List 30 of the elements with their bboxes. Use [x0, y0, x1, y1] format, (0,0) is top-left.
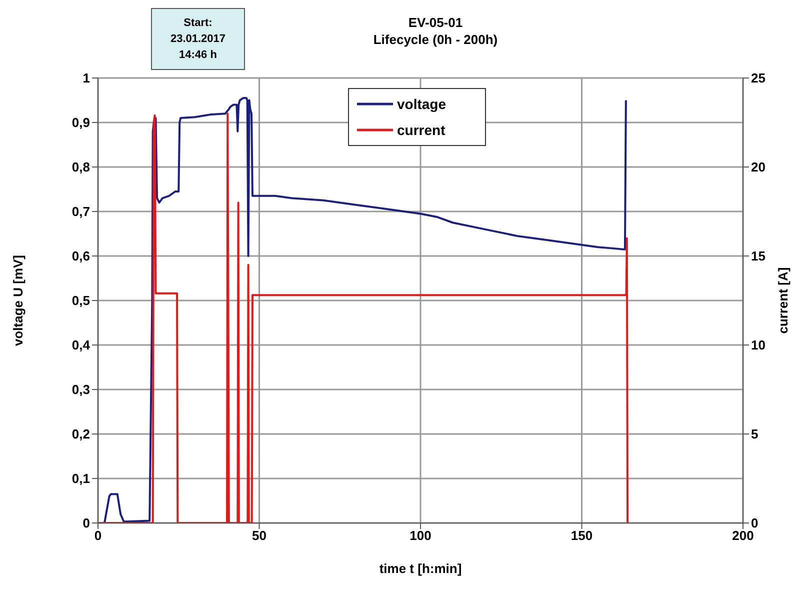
- y2-tick-label: 10: [751, 338, 766, 353]
- y-tick-label: 0,7: [72, 204, 90, 220]
- y2-tick-label: 15: [751, 248, 766, 264]
- y2-axis-title: current [A]: [776, 267, 791, 334]
- y2-tick-label: 5: [751, 426, 758, 442]
- y-tick-label: 0,9: [72, 115, 90, 130]
- chart-title: EV-05-01: [408, 15, 463, 30]
- x-tick-label: 50: [252, 528, 266, 544]
- y-tick-label: 0,1: [72, 471, 90, 486]
- y-tick-label: 0,6: [72, 248, 90, 264]
- legend-label: current: [397, 122, 446, 138]
- x-tick-label: 150: [570, 528, 593, 544]
- x-tick-label: 0: [94, 528, 102, 544]
- y-tick-label: 0: [82, 516, 90, 531]
- legend-label: voltage: [397, 96, 446, 112]
- y2-tick-label: 25: [751, 70, 766, 86]
- y2-tick-label: 0: [751, 516, 758, 531]
- x-tick-label: 200: [732, 528, 754, 544]
- y-tick-label: 0,2: [72, 426, 90, 442]
- y-tick-label: 1: [82, 70, 90, 86]
- chart-subtitle: Lifecycle (0h - 200h): [373, 32, 498, 47]
- y-tick-label: 0,3: [72, 382, 90, 398]
- y-tick-label: 0,8: [72, 160, 90, 175]
- y-tick-label: 0,5: [72, 293, 90, 308]
- x-axis-title: time t [h:min]: [379, 561, 462, 576]
- y-tick-label: 0,4: [72, 338, 91, 353]
- y-axis-title: voltage U [mV]: [10, 254, 26, 346]
- y2-tick-label: 20: [751, 160, 766, 175]
- text: Start: 23.01.2017 14:46 h: [151, 8, 245, 70]
- x-tick-label: 100: [410, 528, 432, 544]
